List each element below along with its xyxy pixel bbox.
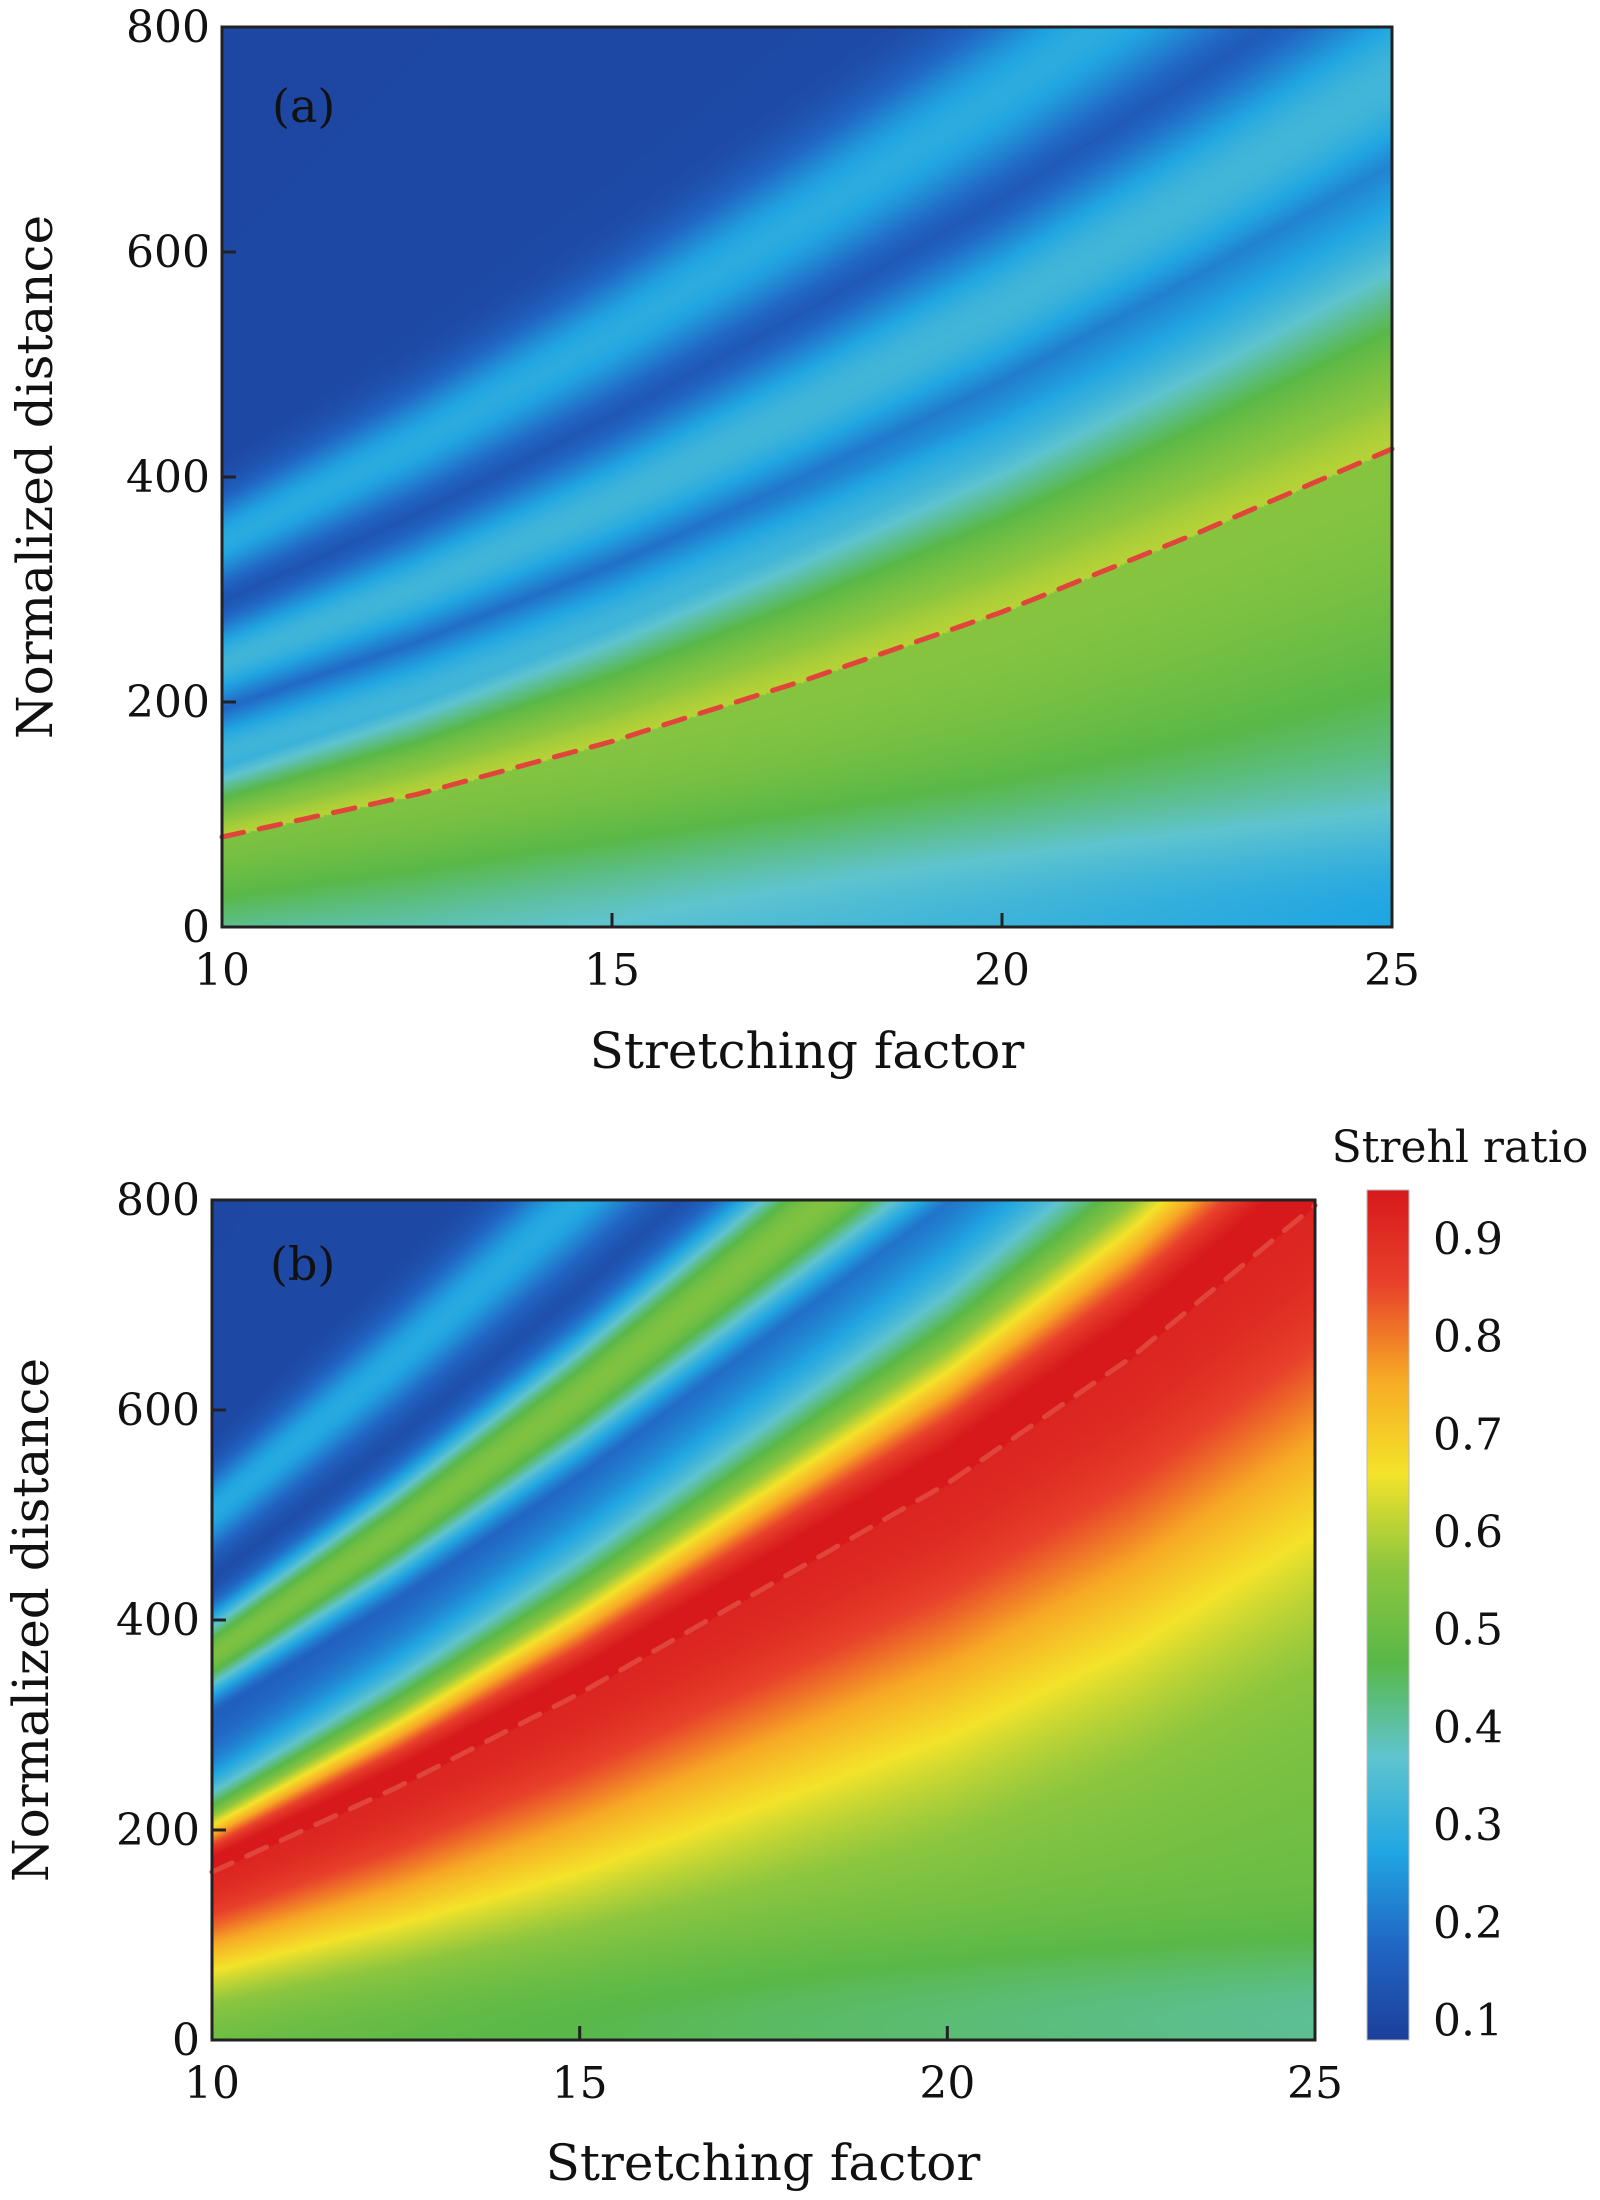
panel-a-y-tick-label: 800 bbox=[126, 2, 210, 53]
panel-a-heatmap-container bbox=[222, 27, 1392, 927]
panel-a-x-tick-label: 10 bbox=[194, 945, 250, 996]
panel-b-x-tick-label: 25 bbox=[1287, 2058, 1343, 2109]
panel-a-y-tick-label: 0 bbox=[182, 902, 210, 953]
panel-b-y-tick-label: 600 bbox=[116, 1385, 200, 1436]
panel-a-y-axis-title: Normalized distance bbox=[6, 215, 64, 739]
colorbar-tick-label: 0.9 bbox=[1433, 1214, 1503, 1265]
panel-b-x-tick-label: 15 bbox=[552, 2058, 608, 2109]
colorbar-tick-label: 0.6 bbox=[1433, 1507, 1503, 1558]
colorbar-tick-label: 0.5 bbox=[1433, 1605, 1503, 1656]
panel-b-heatmap bbox=[212, 1200, 1315, 2040]
colorbar: Strehl ratio 0.9 0.8 0.7 0.6 0.5 0.4 0.3 0.2 0.1 bbox=[1332, 1122, 1589, 2046]
panel-b-y-tick-label: 0 bbox=[172, 2015, 200, 2066]
colorbar-tick-label: 0.8 bbox=[1433, 1312, 1503, 1363]
panel-a: (a) 10 15 20 25 0 200 400 600 800 Stretching fac… bbox=[6, 2, 1420, 1080]
panel-b-label: (b) bbox=[270, 1237, 335, 1291]
colorbar-ticks: 0.9 0.8 0.7 0.6 0.5 0.4 0.3 0.2 0.1 bbox=[1433, 1214, 1503, 2047]
panel-b-axes: 10 15 20 25 0 200 400 600 800 bbox=[116, 1175, 1343, 2109]
panel-b-heatmap-container bbox=[212, 1200, 1315, 2040]
panel-b-x-tick-label: 20 bbox=[919, 2058, 975, 2109]
colorbar-tick-label: 0.1 bbox=[1433, 1995, 1503, 2046]
panel-a-y-tick-label: 600 bbox=[126, 227, 210, 278]
panel-a-heatmap bbox=[222, 27, 1392, 927]
panel-b-x-tick-label: 10 bbox=[184, 2058, 240, 2109]
panel-a-x-tick-label: 25 bbox=[1364, 945, 1420, 996]
panel-b-y-tick-label: 800 bbox=[116, 1175, 200, 1226]
colorbar-title: Strehl ratio bbox=[1332, 1122, 1589, 1173]
panel-a-label: (a) bbox=[272, 79, 335, 133]
panel-b-y-tick-label: 400 bbox=[116, 1595, 200, 1646]
panel-b: (b) 10 15 20 25 0 200 400 600 800 Stretching fac… bbox=[2, 1175, 1343, 2192]
panel-b-x-axis-title: Stretching factor bbox=[546, 2134, 981, 2192]
colorbar-tick-label: 0.4 bbox=[1433, 1702, 1503, 1753]
colorbar-bar bbox=[1366, 1189, 1410, 2041]
panel-b-y-tick-label: 200 bbox=[116, 1805, 200, 1856]
panel-a-y-tick-label: 200 bbox=[126, 677, 210, 728]
panel-b-y-axis-title: Normalized distance bbox=[2, 1358, 60, 1882]
panel-a-axes: 10 15 20 25 0 200 400 600 800 bbox=[126, 2, 1420, 996]
panel-a-optimal-path-line bbox=[219, 446, 1395, 840]
panel-a-x-tick-label: 20 bbox=[974, 945, 1030, 996]
panel-a-x-tick-label: 15 bbox=[584, 945, 640, 996]
colorbar-tick-label: 0.7 bbox=[1433, 1409, 1503, 1460]
panel-b-optimal-path-line bbox=[209, 1202, 1318, 1875]
colorbar-tick-label: 0.3 bbox=[1433, 1800, 1503, 1851]
panel-a-x-axis-title: Stretching factor bbox=[590, 1022, 1025, 1080]
panel-a-y-tick-label: 400 bbox=[126, 452, 210, 503]
colorbar-tick-label: 0.2 bbox=[1433, 1898, 1503, 1949]
